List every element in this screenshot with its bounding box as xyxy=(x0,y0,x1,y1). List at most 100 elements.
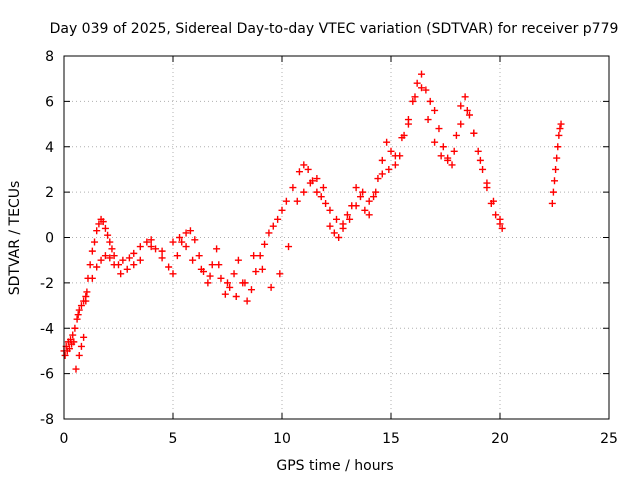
data-point xyxy=(300,188,308,196)
data-point xyxy=(556,125,564,133)
data-point xyxy=(496,215,504,223)
data-point xyxy=(267,283,275,291)
data-point xyxy=(361,206,369,214)
data-point xyxy=(470,129,478,137)
data-point xyxy=(101,224,109,232)
data-point xyxy=(293,197,301,205)
data-point xyxy=(313,175,321,183)
data-point xyxy=(426,97,434,105)
data-point xyxy=(97,256,105,264)
data-point xyxy=(356,193,364,201)
data-point xyxy=(409,97,417,105)
data-point xyxy=(123,265,131,273)
data-point xyxy=(230,270,238,278)
data-point xyxy=(489,197,497,205)
data-point xyxy=(391,161,399,169)
data-point xyxy=(326,222,334,230)
data-point xyxy=(191,236,199,244)
data-point xyxy=(70,338,78,346)
data-point xyxy=(73,315,81,323)
data-point xyxy=(182,229,190,237)
data-point xyxy=(378,156,386,164)
data-point xyxy=(457,120,465,128)
data-point xyxy=(474,147,482,155)
data-point xyxy=(215,261,223,269)
data-point xyxy=(258,265,266,273)
data-point xyxy=(365,197,373,205)
data-point xyxy=(250,252,258,260)
data-point xyxy=(106,254,114,262)
data-point xyxy=(147,243,155,251)
data-point xyxy=(108,245,116,253)
data-point xyxy=(557,120,565,128)
data-point xyxy=(383,138,391,146)
data-point xyxy=(197,265,205,273)
data-point xyxy=(319,184,327,192)
data-marks-layer xyxy=(60,70,565,373)
data-point xyxy=(343,211,351,219)
x-tick-label: 20 xyxy=(491,431,509,447)
data-point xyxy=(289,184,297,192)
data-point xyxy=(295,168,303,176)
y-tick-label: 8 xyxy=(45,49,54,65)
data-point xyxy=(463,106,471,114)
data-point xyxy=(75,306,83,314)
data-point xyxy=(130,261,138,269)
data-point xyxy=(243,297,251,305)
data-point xyxy=(152,245,160,253)
y-tick-label: 6 xyxy=(45,94,54,110)
data-point xyxy=(339,224,347,232)
data-point xyxy=(548,199,556,207)
x-tick-label: 25 xyxy=(600,431,618,447)
data-point xyxy=(282,197,290,205)
data-point xyxy=(431,138,439,146)
data-point xyxy=(278,206,286,214)
data-point xyxy=(95,220,103,228)
data-point xyxy=(498,224,506,232)
data-point xyxy=(226,283,234,291)
data-point xyxy=(217,274,225,282)
x-tick-label: 0 xyxy=(60,431,69,447)
data-point xyxy=(398,134,406,142)
data-point xyxy=(224,279,231,287)
data-point xyxy=(352,184,360,192)
x-tick-label: 5 xyxy=(169,431,178,447)
data-point xyxy=(77,342,85,350)
data-point xyxy=(88,274,96,282)
data-point xyxy=(333,215,340,223)
data-point xyxy=(374,175,382,183)
data-point xyxy=(169,238,177,246)
data-point xyxy=(479,165,487,173)
data-point xyxy=(234,256,242,264)
data-point xyxy=(195,252,203,260)
x-tick-label: 15 xyxy=(382,431,400,447)
x-tick-label: 10 xyxy=(273,431,291,447)
data-point xyxy=(117,270,125,278)
data-point xyxy=(93,227,101,235)
data-point xyxy=(300,161,308,169)
y-tick-label: -8 xyxy=(40,412,54,428)
data-point xyxy=(158,247,166,255)
data-point xyxy=(189,256,197,264)
y-axis-label: SDTVAR / TECUs xyxy=(7,181,23,296)
data-point xyxy=(552,165,560,173)
data-point xyxy=(186,227,194,235)
data-point xyxy=(75,351,83,359)
data-point xyxy=(413,79,421,87)
data-point xyxy=(304,165,312,173)
plot-frame xyxy=(63,55,610,420)
data-point xyxy=(352,202,360,210)
data-point xyxy=(326,206,334,214)
data-point xyxy=(359,188,367,196)
data-point xyxy=(83,288,91,296)
data-point xyxy=(269,222,277,230)
data-point xyxy=(72,365,80,373)
data-point xyxy=(119,256,127,264)
data-point xyxy=(439,143,447,151)
data-point xyxy=(74,311,82,319)
data-point xyxy=(178,238,186,246)
data-point xyxy=(370,193,378,201)
data-point xyxy=(173,252,181,260)
data-point xyxy=(241,279,249,287)
